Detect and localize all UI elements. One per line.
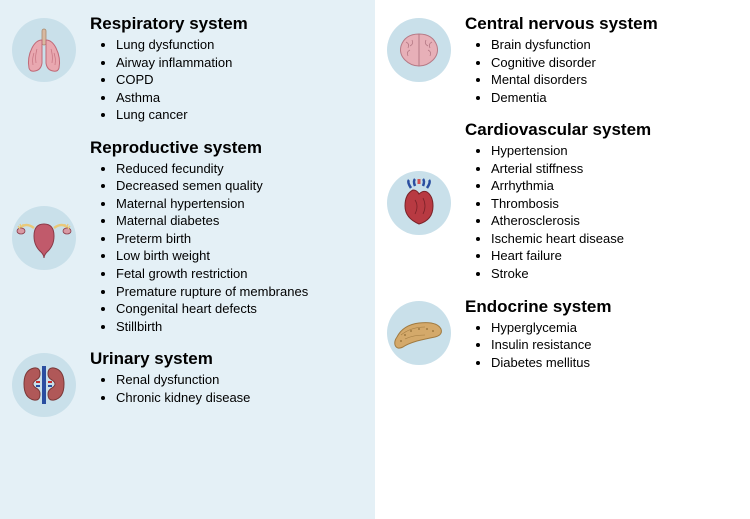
urinary-list: Renal dysfunction Chronic kidney disease [90, 371, 367, 406]
list-item: Reduced fecundity [116, 160, 367, 178]
list-item: Maternal hypertension [116, 195, 367, 213]
list-item: Premature rupture of membranes [116, 283, 367, 301]
reproductive-list: Reduced fecundity Decreased semen qualit… [90, 160, 367, 335]
list-item: Asthma [116, 89, 367, 107]
list-item: Maternal diabetes [116, 212, 367, 230]
cardiovascular-block: Cardiovascular system Hypertension Arter… [387, 120, 742, 282]
urinary-block: Urinary system Renal dysfunction Chronic… [12, 349, 367, 417]
endocrine-content: Endocrine system Hyperglycemia Insulin r… [465, 297, 742, 372]
endocrine-block: Endocrine system Hyperglycemia Insulin r… [387, 297, 742, 372]
list-item: Fetal growth restriction [116, 265, 367, 283]
list-item: Arrhythmia [491, 177, 742, 195]
list-item: Airway inflammation [116, 54, 367, 72]
left-column: Respiratory system Lung dysfunction Airw… [0, 0, 375, 519]
list-item: Decreased semen quality [116, 177, 367, 195]
list-item: Renal dysfunction [116, 371, 367, 389]
kidneys-icon [12, 353, 76, 417]
heart-icon [387, 171, 451, 235]
list-item: Dementia [491, 89, 742, 107]
list-item: Mental disorders [491, 71, 742, 89]
cns-content: Central nervous system Brain dysfunction… [465, 14, 742, 106]
list-item: Cognitive disorder [491, 54, 742, 72]
list-item: COPD [116, 71, 367, 89]
right-column: Central nervous system Brain dysfunction… [375, 0, 750, 519]
respiratory-block: Respiratory system Lung dysfunction Airw… [12, 14, 367, 124]
list-item: Atherosclerosis [491, 212, 742, 230]
list-item: Lung dysfunction [116, 36, 367, 54]
list-item: Chronic kidney disease [116, 389, 367, 407]
urinary-content: Urinary system Renal dysfunction Chronic… [90, 349, 367, 406]
list-item: Hyperglycemia [491, 319, 742, 337]
list-item: Ischemic heart disease [491, 230, 742, 248]
brain-icon [387, 18, 451, 82]
cardiovascular-title: Cardiovascular system [465, 120, 742, 140]
list-item: Insulin resistance [491, 336, 742, 354]
list-item: Hypertension [491, 142, 742, 160]
list-item: Low birth weight [116, 247, 367, 265]
endocrine-title: Endocrine system [465, 297, 742, 317]
reproductive-content: Reproductive system Reduced fecundity De… [90, 138, 367, 335]
list-item: Congenital heart defects [116, 300, 367, 318]
cardiovascular-content: Cardiovascular system Hypertension Arter… [465, 120, 742, 282]
lungs-icon [12, 18, 76, 82]
urinary-title: Urinary system [90, 349, 367, 369]
cns-block: Central nervous system Brain dysfunction… [387, 14, 742, 106]
reproductive-block: Reproductive system Reduced fecundity De… [12, 138, 367, 335]
cardiovascular-list: Hypertension Arterial stiffness Arrhythm… [465, 142, 742, 282]
list-item: Preterm birth [116, 230, 367, 248]
uterus-icon [12, 206, 76, 270]
pancreas-icon [387, 301, 451, 365]
list-item: Diabetes mellitus [491, 354, 742, 372]
list-item: Stroke [491, 265, 742, 283]
respiratory-title: Respiratory system [90, 14, 367, 34]
list-item: Brain dysfunction [491, 36, 742, 54]
cns-title: Central nervous system [465, 14, 742, 34]
list-item: Stillbirth [116, 318, 367, 336]
reproductive-title: Reproductive system [90, 138, 367, 158]
respiratory-content: Respiratory system Lung dysfunction Airw… [90, 14, 367, 124]
cns-list: Brain dysfunction Cognitive disorder Men… [465, 36, 742, 106]
endocrine-list: Hyperglycemia Insulin resistance Diabete… [465, 319, 742, 372]
respiratory-list: Lung dysfunction Airway inflammation COP… [90, 36, 367, 124]
list-item: Arterial stiffness [491, 160, 742, 178]
list-item: Thrombosis [491, 195, 742, 213]
list-item: Heart failure [491, 247, 742, 265]
list-item: Lung cancer [116, 106, 367, 124]
